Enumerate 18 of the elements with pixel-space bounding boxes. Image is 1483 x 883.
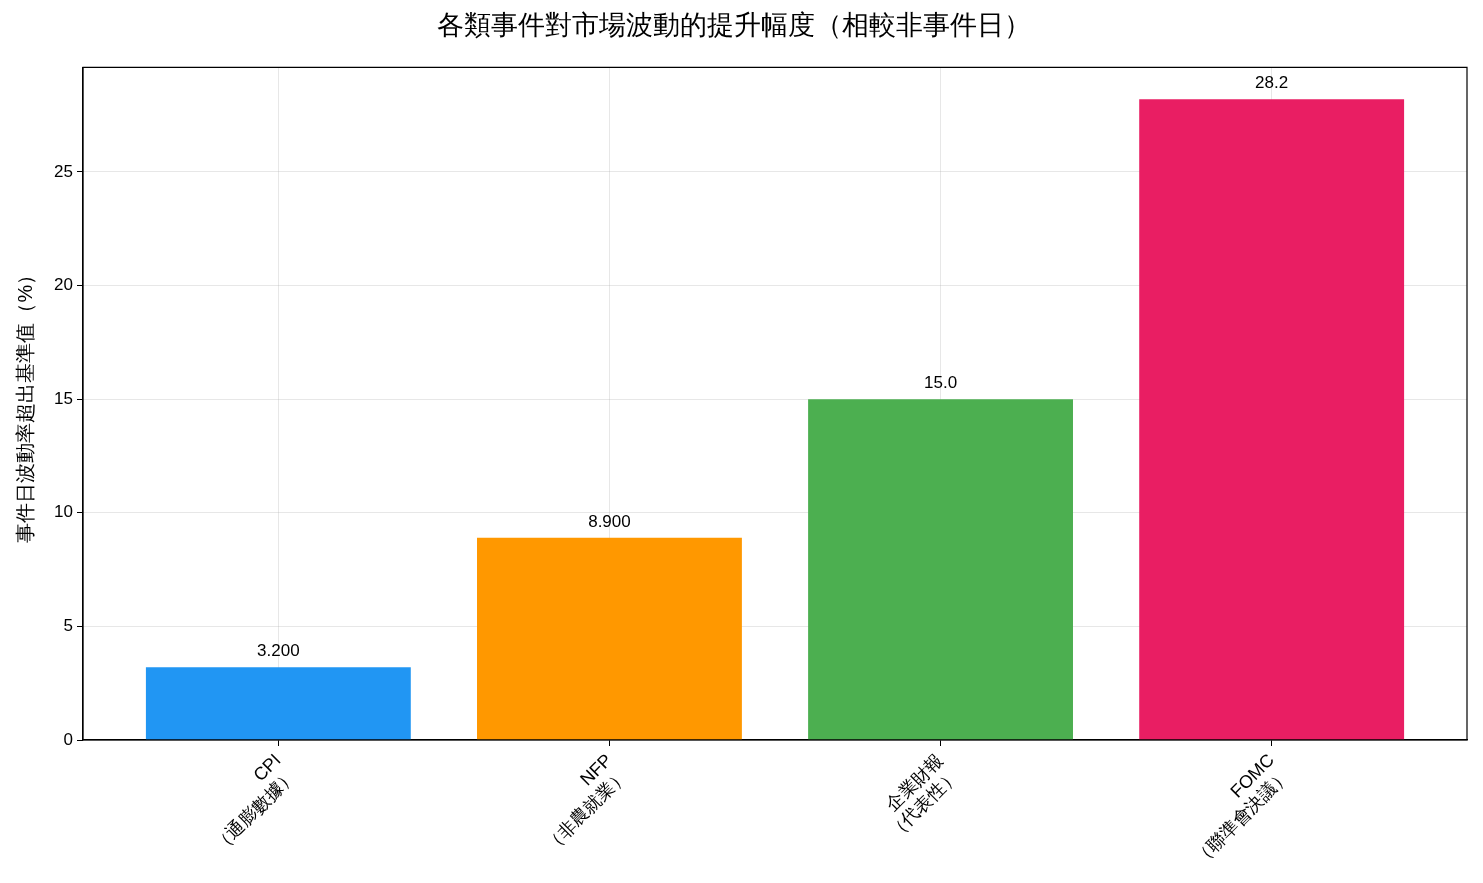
data-label: 28.2: [1255, 73, 1289, 93]
data-label: 15.0: [924, 373, 958, 393]
y-axis-title: 事件日波動率超出基準值（%）: [13, 264, 36, 543]
chart-title: 各類事件對市場波動的提升幅度（相較非事件日）: [436, 9, 1031, 40]
bar: [477, 537, 742, 740]
y-tick-label: 15: [54, 388, 73, 408]
data-label: 8.900: [588, 511, 631, 531]
bar: [1139, 99, 1405, 740]
y-tick-label: 10: [54, 502, 73, 522]
bar: [145, 667, 411, 740]
y-tick-label: 0: [63, 729, 73, 749]
x-tick-label: 企業財報 （代表性）: [881, 749, 963, 843]
x-tick-label: CPI （通膨數據）: [209, 749, 300, 856]
y-tick-label: 5: [63, 616, 73, 636]
bar: [808, 399, 1073, 740]
data-label: 3.200: [257, 641, 300, 661]
y-tick-label: 25: [54, 161, 73, 181]
y-tick-label: 20: [54, 275, 73, 295]
